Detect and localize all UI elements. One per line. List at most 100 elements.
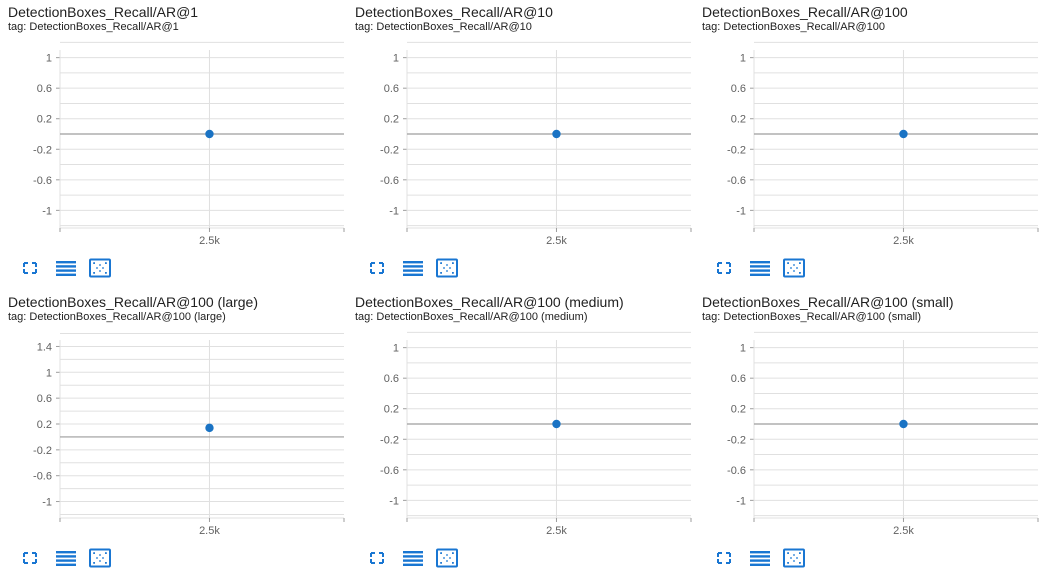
fit-domain-icon xyxy=(89,548,111,568)
data-point xyxy=(899,129,908,139)
line-chart[interactable]: 1 0.6 0.2 -0.2 -0.6 -1 2.5k xyxy=(702,40,1042,247)
y-tick-label: 0.6 xyxy=(384,83,399,95)
data-point xyxy=(552,129,561,139)
y-tick-label: 0.2 xyxy=(37,114,52,126)
card-title: DetectionBoxes_Recall/AR@1 xyxy=(8,4,199,20)
card-title: DetectionBoxes_Recall/AR@100 (large) xyxy=(8,294,258,310)
line-chart[interactable]: 1.4 1 0.6 0.2 -0.2 -0.6 -1 2.5k xyxy=(8,330,348,537)
fullscreen-icon xyxy=(717,262,731,274)
card-title: DetectionBoxes_Recall/AR@100 (small) xyxy=(702,294,954,310)
x-tick-label: 2.5k xyxy=(546,235,567,247)
line-chart[interactable]: 1 0.6 0.2 -0.2 -0.6 -1 2.5k xyxy=(702,330,1042,537)
fit-domain-icon xyxy=(436,548,458,568)
data-table-button[interactable] xyxy=(54,548,78,568)
y-tick-label: -1 xyxy=(42,497,52,509)
fit-domain-icon xyxy=(783,258,805,278)
y-tick-label: 0.2 xyxy=(384,114,399,126)
card-tag: tag: DetectionBoxes_Recall/AR@100 (small… xyxy=(702,311,922,323)
y-tick-label: -1 xyxy=(389,205,399,217)
fullscreen-button[interactable] xyxy=(18,548,42,568)
data-point xyxy=(205,423,214,433)
data-point xyxy=(552,419,561,429)
fullscreen-icon xyxy=(23,552,37,564)
line-chart[interactable]: 1 0.6 0.2 -0.2 -0.6 -1 2.5k xyxy=(355,330,695,537)
chart-card-ar100-large: DetectionBoxes_Recall/AR@100 (large) tag… xyxy=(8,290,348,570)
y-tick-label: 0.6 xyxy=(384,373,399,385)
fit-domain-icon xyxy=(436,258,458,278)
y-tick-label: -0.6 xyxy=(33,175,52,187)
y-tick-label: 1 xyxy=(393,343,399,355)
card-tag: tag: DetectionBoxes_Recall/AR@100 xyxy=(702,21,885,33)
card-tag: tag: DetectionBoxes_Recall/AR@1 xyxy=(8,21,179,33)
y-tick-label: -0.6 xyxy=(380,175,399,187)
y-tick-label: 0.2 xyxy=(731,404,746,416)
fit-domain-button[interactable] xyxy=(88,258,112,278)
data-table-button[interactable] xyxy=(401,258,425,278)
card-tag: tag: DetectionBoxes_Recall/AR@100 (large… xyxy=(8,311,226,323)
fullscreen-button[interactable] xyxy=(365,548,389,568)
data-point xyxy=(205,129,214,139)
fit-domain-button[interactable] xyxy=(782,258,806,278)
y-tick-label: -0.2 xyxy=(33,445,52,457)
fit-domain-button[interactable] xyxy=(88,548,112,568)
fit-domain-icon xyxy=(89,258,111,278)
y-tick-label: -1 xyxy=(736,205,746,217)
data-table-button[interactable] xyxy=(401,548,425,568)
y-tick-label: 0.2 xyxy=(384,404,399,416)
data-table-icon xyxy=(403,261,423,276)
card-title: DetectionBoxes_Recall/AR@10 xyxy=(355,4,553,20)
chart-card-ar100-medium: DetectionBoxes_Recall/AR@100 (medium) ta… xyxy=(355,290,695,570)
data-table-icon xyxy=(56,551,76,566)
fullscreen-icon xyxy=(23,262,37,274)
y-tick-label: -0.6 xyxy=(727,465,746,477)
x-tick-label: 2.5k xyxy=(893,525,914,537)
x-tick-label: 2.5k xyxy=(893,235,914,247)
card-title: DetectionBoxes_Recall/AR@100 xyxy=(702,4,908,20)
y-tick-label: 1 xyxy=(740,343,746,355)
data-table-icon xyxy=(403,551,423,566)
fullscreen-button[interactable] xyxy=(18,258,42,278)
y-tick-label: 1 xyxy=(46,367,52,379)
y-tick-label: -0.6 xyxy=(727,175,746,187)
card-tag: tag: DetectionBoxes_Recall/AR@10 xyxy=(355,21,532,33)
chart-card-ar10: DetectionBoxes_Recall/AR@10 tag: Detecti… xyxy=(355,0,695,280)
y-tick-label: 0.6 xyxy=(731,373,746,385)
fit-domain-button[interactable] xyxy=(435,548,459,568)
y-tick-label: 0.6 xyxy=(37,83,52,95)
y-tick-label: 0.6 xyxy=(37,393,52,405)
fit-domain-button[interactable] xyxy=(435,258,459,278)
chart-card-ar1: DetectionBoxes_Recall/AR@1 tag: Detectio… xyxy=(8,0,348,280)
y-tick-label: -0.2 xyxy=(380,434,399,446)
data-table-icon xyxy=(56,261,76,276)
fit-domain-button[interactable] xyxy=(782,548,806,568)
y-tick-label: -0.2 xyxy=(380,144,399,156)
fullscreen-icon xyxy=(370,552,384,564)
line-chart[interactable]: 1 0.6 0.2 -0.2 -0.6 -1 2.5k xyxy=(8,40,348,247)
data-table-icon xyxy=(750,551,770,566)
x-tick-label: 2.5k xyxy=(199,525,220,537)
fullscreen-button[interactable] xyxy=(365,258,389,278)
fullscreen-icon xyxy=(370,262,384,274)
y-tick-label: -1 xyxy=(42,205,52,217)
y-tick-label: -0.2 xyxy=(727,144,746,156)
fullscreen-icon xyxy=(717,552,731,564)
x-tick-label: 2.5k xyxy=(199,235,220,247)
data-table-button[interactable] xyxy=(748,258,772,278)
y-tick-label: 1 xyxy=(393,53,399,65)
fit-domain-icon xyxy=(783,548,805,568)
y-tick-label: 0.2 xyxy=(731,114,746,126)
fullscreen-button[interactable] xyxy=(712,548,736,568)
y-tick-label: -1 xyxy=(736,495,746,507)
chart-card-ar100-small: DetectionBoxes_Recall/AR@100 (small) tag… xyxy=(702,290,1042,570)
data-table-button[interactable] xyxy=(54,258,78,278)
data-table-icon xyxy=(750,261,770,276)
x-tick-label: 2.5k xyxy=(546,525,567,537)
data-table-button[interactable] xyxy=(748,548,772,568)
y-tick-label: -0.2 xyxy=(727,434,746,446)
y-tick-label: 1.4 xyxy=(37,341,52,353)
fullscreen-button[interactable] xyxy=(712,258,736,278)
data-point xyxy=(899,419,908,429)
line-chart[interactable]: 1 0.6 0.2 -0.2 -0.6 -1 2.5k xyxy=(355,40,695,247)
y-tick-label: 1 xyxy=(46,53,52,65)
y-tick-label: -0.6 xyxy=(33,471,52,483)
